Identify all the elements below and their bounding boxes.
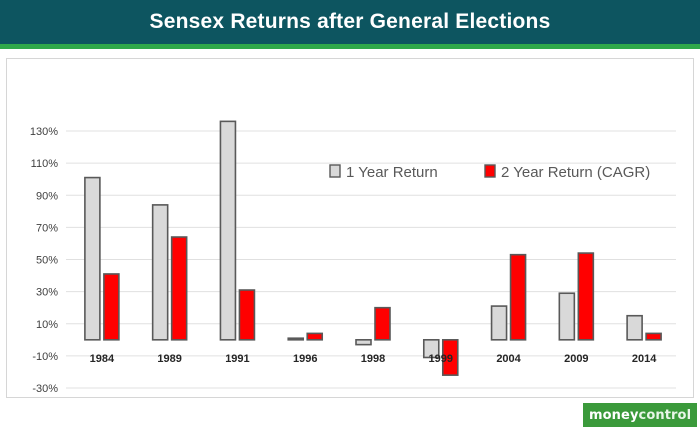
bar-1-year-return <box>355 339 372 346</box>
bar-1-year-return <box>558 292 576 341</box>
bar-1-year-return <box>219 120 237 341</box>
y-tick-label: 10% <box>36 319 58 331</box>
y-tick-label: 130% <box>30 126 58 138</box>
y-tick-label: 30% <box>36 287 58 299</box>
y-tick-label: 70% <box>36 222 58 234</box>
x-tick-label: 2004 <box>496 353 521 365</box>
bar-2-year-return <box>238 289 256 341</box>
bar-2-year-return <box>645 332 662 341</box>
x-axis-ticks: 1984 1989 1991 1996 1998 1999 2004 2009 2014 <box>90 353 658 365</box>
bar-2-year-return <box>374 306 391 341</box>
legend-swatch <box>329 164 341 178</box>
logo-text-control: control <box>638 407 692 423</box>
bar-2-year-return <box>306 332 324 341</box>
bar-2-year-return <box>103 273 120 341</box>
page-title: Sensex Returns after General Elections <box>149 10 551 33</box>
bar-2-year-return <box>577 252 595 341</box>
legend-label: 1 Year Return <box>346 164 438 181</box>
y-tick-label: 90% <box>36 190 58 202</box>
y-tick-label: 110% <box>31 158 59 170</box>
bar-2-year-return <box>441 339 459 376</box>
x-tick-label: 1996 <box>293 353 317 365</box>
bar-1-year-return <box>490 305 508 341</box>
y-axis-ticks: 130% 110% 90% 70% 50% 30% 10% -10% -30% <box>30 126 58 395</box>
x-tick-label: 2009 <box>564 353 588 365</box>
legend: 1 Year Return 2 Year Return (CAGR) <box>329 164 650 181</box>
bar-1-year-return <box>422 339 440 359</box>
x-tick-label: 1999 <box>429 353 453 365</box>
bar-1-year-return <box>626 314 643 341</box>
x-tick-label: 1998 <box>361 353 385 365</box>
bars <box>84 120 662 376</box>
bar-1-year-return <box>287 337 305 341</box>
chart-title-bar: Sensex Returns after General Elections <box>0 0 700 44</box>
x-tick-label: 1984 <box>90 353 115 365</box>
bar-1-year-return <box>84 176 101 341</box>
x-tick-label: 1989 <box>157 353 181 365</box>
x-tick-label: 1991 <box>225 353 249 365</box>
logo-text-money: money <box>589 407 639 423</box>
bar-2-year-return <box>170 236 188 341</box>
legend-swatch <box>484 164 496 178</box>
accent-divider <box>0 44 700 49</box>
y-tick-label: -10% <box>32 351 58 363</box>
legend-label: 2 Year Return (CAGR) <box>501 164 650 181</box>
y-tick-label: -30% <box>32 383 58 395</box>
chart-frame <box>6 58 694 398</box>
bar-2-year-return <box>509 253 527 341</box>
y-tick-label: 50% <box>36 255 58 267</box>
x-tick-label: 2014 <box>632 353 657 365</box>
bar-1-year-return <box>151 204 169 341</box>
moneycontrol-logo: money control <box>583 403 698 427</box>
